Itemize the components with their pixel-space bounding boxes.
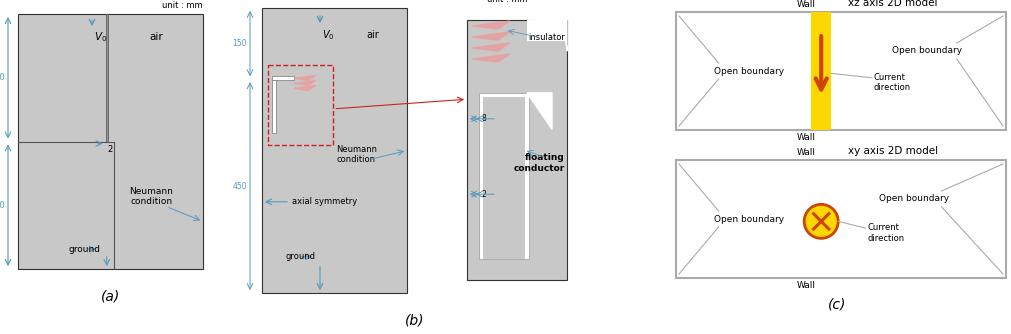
Text: insulator: insulator — [528, 33, 565, 42]
Text: 150: 150 — [0, 201, 5, 210]
Text: 2: 2 — [107, 145, 113, 154]
Circle shape — [804, 204, 838, 238]
Polygon shape — [472, 54, 510, 62]
Text: 450: 450 — [233, 182, 247, 191]
Text: 150: 150 — [0, 73, 5, 82]
Text: floating
conductor: floating conductor — [514, 153, 565, 173]
Text: Neumann
condition: Neumann condition — [336, 145, 377, 164]
Text: Open boundary: Open boundary — [714, 66, 784, 75]
Bar — [483, 97, 525, 259]
Text: (a): (a) — [101, 289, 120, 303]
Polygon shape — [536, 20, 567, 51]
Text: (c): (c) — [828, 298, 846, 312]
Text: Open boundary: Open boundary — [892, 46, 961, 55]
Bar — [527, 20, 567, 41]
Text: air: air — [150, 32, 164, 42]
Text: Current
direction: Current direction — [867, 223, 905, 243]
Polygon shape — [294, 86, 316, 91]
Text: Wall: Wall — [798, 148, 816, 157]
Text: Open boundary: Open boundary — [714, 214, 784, 223]
Text: Wall: Wall — [798, 0, 816, 9]
Polygon shape — [472, 43, 510, 51]
Text: 2: 2 — [482, 190, 486, 199]
Text: $V_0$: $V_0$ — [321, 28, 335, 42]
Bar — [811, 12, 831, 130]
Text: axial symmetry: axial symmetry — [292, 197, 357, 206]
Text: air: air — [366, 30, 379, 40]
Text: xz axis 2D model: xz axis 2D model — [847, 0, 937, 8]
Text: Wall: Wall — [798, 133, 816, 142]
Text: ground: ground — [286, 252, 316, 261]
Polygon shape — [294, 80, 316, 86]
Bar — [262, 8, 407, 293]
Text: (b): (b) — [404, 313, 425, 327]
Bar — [268, 65, 334, 145]
Bar — [467, 20, 567, 280]
Bar — [18, 14, 203, 269]
Polygon shape — [472, 21, 510, 29]
Text: unit : mm: unit : mm — [163, 1, 203, 10]
Bar — [676, 160, 1006, 278]
Text: 8: 8 — [482, 114, 486, 123]
Text: Open boundary: Open boundary — [879, 194, 948, 203]
Text: Neumann
condition: Neumann condition — [129, 186, 173, 206]
Polygon shape — [527, 93, 552, 129]
Bar — [272, 76, 294, 80]
Text: xy axis 2D model: xy axis 2D model — [847, 146, 938, 156]
Text: Wall: Wall — [798, 281, 816, 290]
Polygon shape — [472, 32, 510, 40]
Text: unit : mm: unit : mm — [486, 0, 528, 4]
Bar — [479, 93, 529, 259]
Text: ground: ground — [69, 244, 101, 254]
Polygon shape — [294, 75, 316, 80]
Text: Current
direction: Current direction — [874, 73, 911, 93]
Text: 150: 150 — [233, 39, 247, 48]
Bar — [676, 12, 1006, 130]
Text: $V_0$: $V_0$ — [94, 30, 107, 44]
Bar — [272, 80, 276, 133]
Bar — [105, 14, 108, 142]
